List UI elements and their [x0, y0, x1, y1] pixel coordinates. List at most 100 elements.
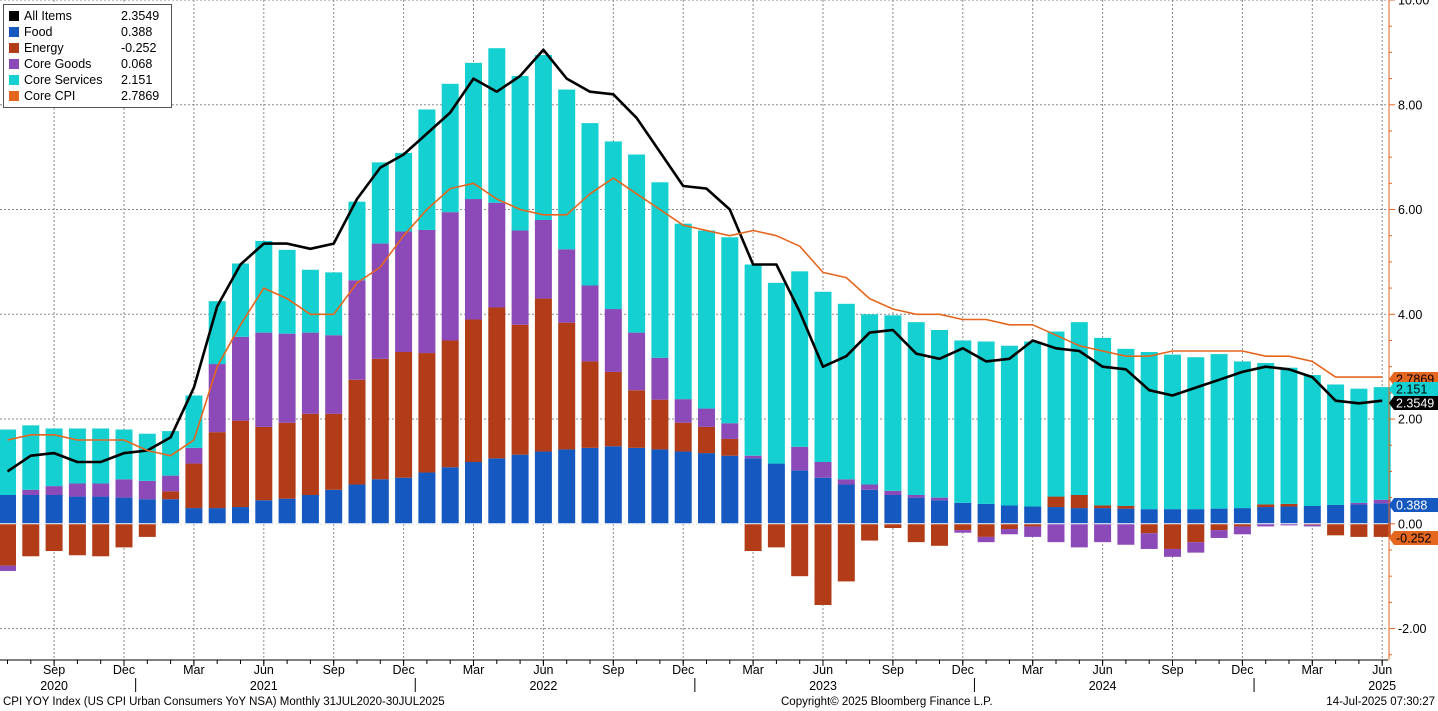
bar-energy	[441, 340, 459, 468]
bar-food	[907, 497, 925, 524]
badge-value: 2.3549	[1396, 397, 1434, 411]
bar-food	[1024, 506, 1042, 524]
bar-core-goods	[185, 447, 203, 464]
bar-core-goods	[628, 332, 646, 391]
bar-core-goods	[721, 423, 739, 439]
value-badge-core-services: 2.151	[1389, 382, 1438, 397]
x-tick-label: Sep	[323, 663, 345, 677]
bar-core-services	[1117, 348, 1135, 506]
x-tick-label: Mar	[742, 663, 764, 677]
legend-label: All Items	[24, 9, 72, 23]
bar-energy	[325, 413, 343, 490]
x-year-label: 2023	[809, 679, 837, 692]
bar-core-goods	[907, 495, 925, 498]
bar-food	[325, 489, 343, 524]
bar-energy	[604, 371, 622, 447]
bar-energy	[931, 523, 948, 546]
bar-core-goods	[488, 202, 506, 308]
bar-energy	[1000, 523, 1018, 530]
bar-core-goods	[418, 229, 436, 354]
bar-energy	[1164, 523, 1181, 549]
bar-food	[791, 470, 809, 524]
bar-core-services	[325, 272, 343, 336]
bar-energy	[534, 298, 552, 452]
legend-item-all-items: All Items 2.3549	[9, 8, 167, 24]
legend-swatch-core-goods	[9, 59, 19, 69]
bar-food	[255, 500, 273, 524]
bar-core-services	[162, 431, 180, 476]
bar-food	[861, 489, 879, 524]
bar-core-services	[465, 62, 482, 200]
bar-core-services	[534, 55, 552, 220]
bar-food	[22, 495, 40, 524]
badge-value: -0.252	[1396, 532, 1431, 546]
bar-energy	[115, 523, 133, 548]
bar-core-services	[628, 154, 646, 333]
badge-value: 0.388	[1396, 499, 1427, 513]
bar-energy	[581, 361, 599, 448]
bar-core-goods	[977, 536, 995, 543]
bar-energy	[511, 324, 529, 455]
footer-source: CPI YOY Index (US CPI Urban Consumers Yo…	[3, 696, 445, 708]
legend-label: Energy	[24, 41, 64, 55]
bar-food	[604, 446, 622, 524]
bar-energy	[1094, 505, 1112, 509]
bar-energy	[1280, 503, 1298, 507]
bar-core-goods	[581, 285, 599, 362]
bar-core-goods	[465, 199, 482, 320]
bar-core-services	[698, 230, 715, 409]
bar-core-services	[418, 109, 436, 230]
bar-core-goods	[931, 497, 948, 501]
bar-energy	[465, 319, 482, 462]
bar-food	[1233, 508, 1251, 524]
legend-item-core-goods: Core Goods 0.068	[9, 56, 167, 72]
bar-energy	[651, 399, 669, 450]
x-tick-label: Jun	[813, 663, 833, 677]
bar-core-goods	[1094, 523, 1112, 543]
legend-label: Core Goods	[24, 57, 92, 71]
y-tick-label: 4.00	[1398, 308, 1422, 322]
bar-core-goods	[1373, 499, 1391, 504]
bar-energy	[1350, 523, 1368, 537]
bar-food	[1373, 503, 1391, 524]
bar-energy	[954, 523, 972, 531]
bar-core-services	[1303, 375, 1321, 506]
bar-energy	[1117, 506, 1135, 509]
legend-value: 0.388	[121, 25, 153, 39]
bar-energy	[22, 523, 40, 557]
x-tick-label: Dec	[952, 663, 974, 677]
bar-energy	[744, 523, 762, 552]
bar-energy	[1070, 495, 1088, 509]
bar-core-services	[1047, 331, 1065, 497]
bar-energy	[1257, 504, 1275, 508]
bar-core-services	[954, 340, 972, 503]
bar-energy	[791, 523, 809, 577]
bar-core-services	[395, 152, 413, 232]
x-tick-label: Mar	[1302, 663, 1324, 677]
x-tick-label: Dec	[1231, 663, 1253, 677]
bar-food	[1280, 506, 1298, 524]
bar-core-goods	[604, 309, 622, 372]
bar-food	[744, 458, 762, 524]
bar-energy	[977, 523, 995, 537]
bars	[0, 48, 1391, 605]
bar-energy	[92, 523, 110, 557]
bar-core-services	[837, 303, 855, 480]
bar-food	[954, 502, 972, 524]
bar-energy	[348, 379, 366, 485]
legend-swatch-all-items	[9, 11, 19, 21]
badge-shape	[1389, 498, 1438, 512]
bar-core-goods	[371, 243, 389, 359]
bar-core-services	[255, 240, 273, 333]
bar-core-services	[1187, 357, 1205, 510]
bar-core-services	[651, 182, 669, 358]
bar-core-goods	[1210, 530, 1228, 538]
badge-shape	[1389, 382, 1438, 396]
bar-energy	[861, 523, 879, 541]
legend-swatch-core-services	[9, 75, 19, 85]
bar-core-services	[1164, 354, 1181, 510]
legend-item-energy: Energy -0.252	[9, 40, 167, 56]
bar-food	[1303, 506, 1321, 524]
bar-food	[45, 495, 63, 524]
bar-food	[115, 497, 133, 524]
